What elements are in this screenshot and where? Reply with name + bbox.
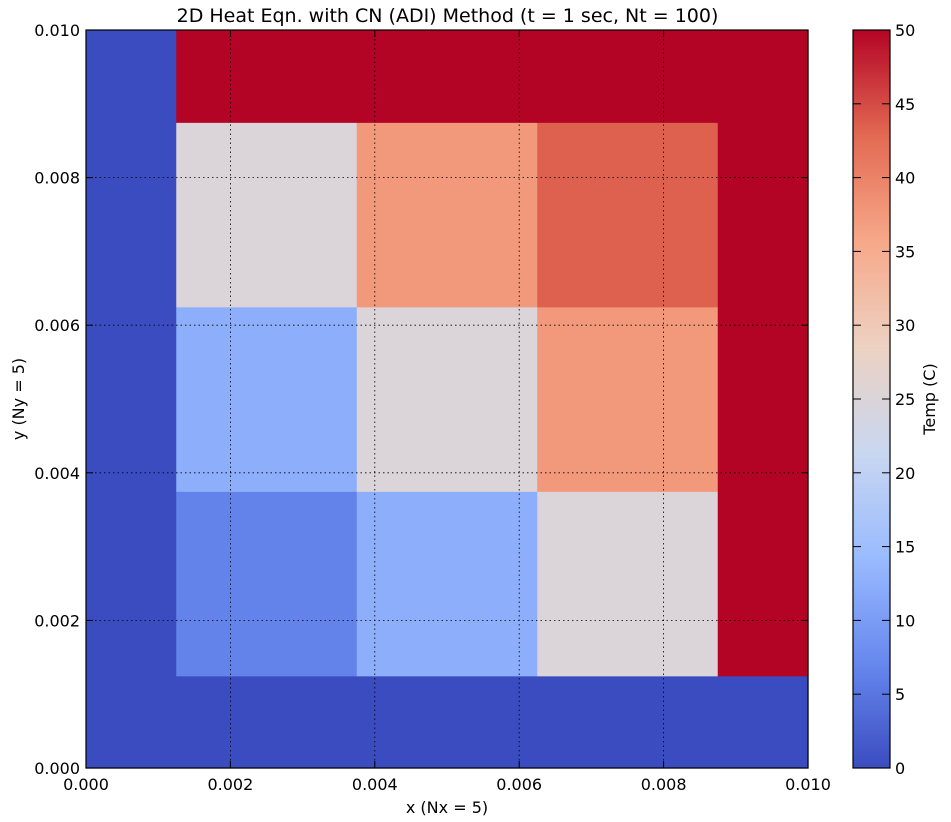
colorbar-tick-label: 5 [895,685,905,704]
heatmap-cell [717,122,809,308]
colorbar-tick-label: 25 [895,390,915,409]
y-tick-label: 0.002 [34,611,80,630]
colorbar-tick-label: 15 [895,538,915,557]
heatmap-cell [176,675,358,769]
heatmap-cells [86,30,809,769]
heatmap-cell [86,30,177,123]
colorbar-tick-label: 40 [895,169,915,188]
heatmap-cell [537,122,719,308]
heatmap-cell [176,30,358,123]
colorbar-tick-label: 20 [895,464,915,483]
heatmap-cell [537,491,719,677]
y-tick-label: 0.010 [34,21,80,40]
heatmap-cell [176,491,358,677]
x-tick-label: 0.004 [352,775,398,794]
heatmap-cell [356,30,538,123]
colorbar-tick-label: 50 [895,21,915,40]
x-axis-label: x (Nx = 5) [406,798,488,817]
y-tick-label: 0.000 [34,759,80,778]
chart-title: 2D Heat Eqn. with CN (ADI) Method (t = 1… [177,5,719,27]
heatmap-cell [356,675,538,769]
heatmap-cell [176,306,358,492]
y-tick-label: 0.006 [34,316,80,335]
heatmap-cell [537,30,719,123]
x-tick-label: 0.008 [641,775,687,794]
heatmap-cell [537,306,719,492]
x-tick-label: 0.000 [63,775,109,794]
x-tick-label: 0.006 [496,775,542,794]
y-tick-label: 0.004 [34,464,80,483]
x-tick-label: 0.010 [785,775,831,794]
plot-frame [85,29,809,769]
y-axis-ticks: 0.000 0.002 0.004 0.006 0.008 0.010 [34,21,808,778]
heatmap-cell [717,306,809,492]
colorbar-tick-label: 30 [895,316,915,335]
colorbar-label: Temp (C) [920,363,939,435]
heatmap-cell [86,491,177,677]
heatmap-cell [356,122,538,308]
colorbar-ticks: 0 5 10 15 20 25 30 35 40 45 50 [853,21,915,778]
heatmap-cell [86,122,177,308]
colorbar-tick-label: 35 [895,242,915,261]
y-axis-label: y (Ny = 5) [9,358,28,440]
heatmap-cell [86,306,177,492]
heatmap-cell [717,30,809,123]
colorbar-tick-label: 45 [895,95,915,114]
heatmap-cell [356,306,538,492]
heatmap-cell [356,491,538,677]
x-axis-ticks: 0.000 0.002 0.004 0.006 0.008 0.010 [63,30,831,794]
x-tick-label: 0.002 [207,775,253,794]
heatmap-cell [86,675,177,769]
heatmap-cell [717,675,809,769]
colorbar-tick-label: 0 [895,759,905,778]
heatmap-cell [176,122,358,308]
heatmap-cell [537,675,719,769]
heatmap-cell [717,491,809,677]
y-tick-label: 0.008 [34,169,80,188]
colorbar-tick-label: 10 [895,611,915,630]
